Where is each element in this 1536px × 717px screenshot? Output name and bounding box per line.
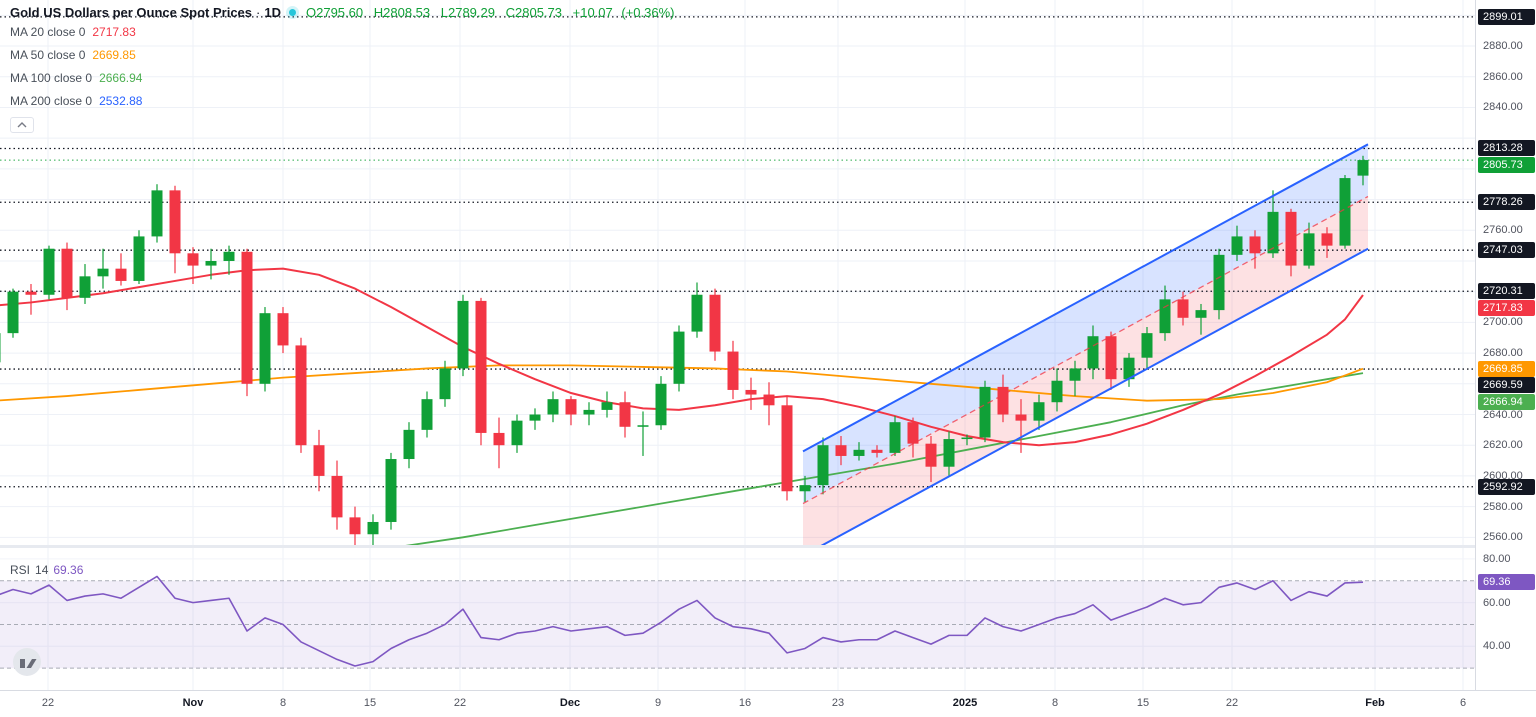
indicator-row[interactable]: MA 50 close 0 2669.85 <box>10 43 680 66</box>
symbol-title-row: Gold US Dollars per Ounce Spot Prices · … <box>10 5 680 20</box>
ohlc-values: O2795.60 H2808.53 L2789.29 C2805.73 +10.… <box>306 5 680 20</box>
price-axis-badge: 2669.59 <box>1478 377 1535 394</box>
time-axis[interactable]: 22 Nov 8 15 22 Dec 9 16 23 2025 8 15 22 Feb 6 <box>0 690 1536 717</box>
time-axis-label: 8 <box>279 697 287 709</box>
price-axis-label: 2880.00 <box>1483 40 1523 53</box>
chart-canvas[interactable] <box>0 0 1475 690</box>
time-axis-label: 15 <box>363 697 377 709</box>
indicator-legend-list: MA 20 close 0 2717.83 MA 50 close 0 2669.85… <box>10 20 680 112</box>
price-change-percent: (+0.36%) <box>621 5 675 20</box>
time-axis-label: 15 <box>1136 697 1150 709</box>
pane-separator[interactable] <box>0 545 1536 548</box>
price-axis-label: 2860.00 <box>1483 70 1523 83</box>
price-axis-badge: 2805.73 <box>1478 156 1535 173</box>
ohlc-high-value: 2808.53 <box>383 5 431 20</box>
indicator-value: 2666.94 <box>99 70 143 85</box>
ohlc-close-value: 2805.73 <box>515 5 562 20</box>
ohlc-low-label: L <box>440 5 448 20</box>
price-axis-badge: 2666.94 <box>1478 393 1535 410</box>
time-axis-label: 22 <box>453 697 467 709</box>
ohlc-open-label: O <box>305 5 317 20</box>
time-axis-label: 2025 <box>952 697 978 709</box>
ohlc-low-value: 2789.29 <box>447 5 495 20</box>
price-axis[interactable]: 2880.00 2860.00 2840.00 2760.00 2700.00 2680.… <box>1475 0 1536 690</box>
chart-pane-area[interactable]: Gold US Dollars per Ounce Spot Prices · … <box>0 0 1475 690</box>
price-axis-label: 2580.00 <box>1483 500 1523 513</box>
indicator-label: MA 20 close 0 <box>10 24 86 39</box>
price-axis-badge: 2669.85 <box>1478 360 1535 377</box>
time-axis-label: 8 <box>1051 697 1059 709</box>
rsi-param: 14 <box>35 563 49 577</box>
price-axis-badge: 2899.01 <box>1478 8 1535 25</box>
price-axis-label: 40.00 <box>1483 640 1511 653</box>
price-axis-label: 2640.00 <box>1483 408 1523 421</box>
indicator-value: 2532.88 <box>99 93 143 108</box>
indicator-row[interactable]: MA 20 close 0 2717.83 <box>10 20 680 43</box>
price-level-lines[interactable] <box>0 16 1475 488</box>
timeframe-label[interactable]: 1D <box>264 5 281 20</box>
time-axis-label: Dec <box>559 697 581 709</box>
price-axis-label: 2680.00 <box>1483 347 1523 360</box>
ohlc-close-label: C <box>505 5 515 20</box>
indicator-row[interactable]: MA 200 close 0 2532.88 <box>10 89 680 112</box>
main-price-pane <box>0 16 1475 546</box>
price-axis-badge: 2813.28 <box>1478 140 1535 157</box>
time-axis-label: 9 <box>654 697 662 709</box>
indicator-label: MA 200 close 0 <box>10 93 93 108</box>
gridlines <box>0 0 1475 690</box>
time-axis-label: 6 <box>1459 697 1467 709</box>
collapse-legend-button[interactable] <box>10 117 34 133</box>
indicator-value: 2669.85 <box>92 47 136 62</box>
title-separator: · <box>256 5 261 20</box>
rsi-label: RSI <box>10 563 31 577</box>
price-axis-badge: 69.36 <box>1478 574 1535 591</box>
indicator-label: MA 50 close 0 <box>10 47 86 62</box>
time-axis-label: 16 <box>738 697 752 709</box>
time-axis-label: Nov <box>182 697 204 709</box>
tradingview-logo[interactable] <box>12 647 42 677</box>
chevron-up-icon <box>17 122 27 128</box>
market-status-icon <box>288 9 296 16</box>
rsi-value: 69.36 <box>53 563 84 577</box>
tradingview-logo-icon <box>13 648 41 676</box>
indicator-label: MA 100 close 0 <box>10 70 93 85</box>
price-axis-badge: 2778.26 <box>1478 194 1535 211</box>
indicator-row[interactable]: MA 100 close 0 2666.94 <box>10 66 680 89</box>
ohlc-open-value: 2795.60 <box>316 5 364 20</box>
price-axis-badge: 2717.83 <box>1478 299 1535 316</box>
ma50-line[interactable] <box>0 364 1364 402</box>
price-axis-label: 2840.00 <box>1483 101 1523 114</box>
price-axis-label: 2700.00 <box>1483 316 1523 329</box>
price-axis-badge: 2720.31 <box>1478 283 1535 300</box>
time-axis-label: 22 <box>41 697 55 709</box>
chart-legend: Gold US Dollars per Ounce Spot Prices · … <box>10 5 680 133</box>
time-axis-label: 23 <box>831 697 845 709</box>
price-axis-label: 80.00 <box>1483 552 1511 565</box>
rsi-pane <box>0 575 1475 669</box>
price-axis-label: 2620.00 <box>1483 439 1523 452</box>
symbol-title[interactable]: Gold US Dollars per Ounce Spot Prices <box>10 5 253 20</box>
rsi-legend-row[interactable]: RSI 14 69.36 <box>10 563 83 577</box>
price-axis-badge: 2747.03 <box>1478 242 1535 259</box>
price-axis-label: 2560.00 <box>1483 531 1523 544</box>
price-change: +10.07 <box>572 5 613 20</box>
rsi-line <box>0 575 1364 667</box>
price-axis-badge: 2592.92 <box>1478 478 1535 495</box>
price-axis-label: 2760.00 <box>1483 224 1523 237</box>
indicator-value: 2717.83 <box>92 24 136 39</box>
time-axis-label: Feb <box>1365 697 1385 709</box>
price-axis-label: 60.00 <box>1483 596 1511 609</box>
candlestick-series <box>0 155 1369 546</box>
ohlc-high-label: H <box>373 5 384 20</box>
time-axis-label: 22 <box>1225 697 1239 709</box>
